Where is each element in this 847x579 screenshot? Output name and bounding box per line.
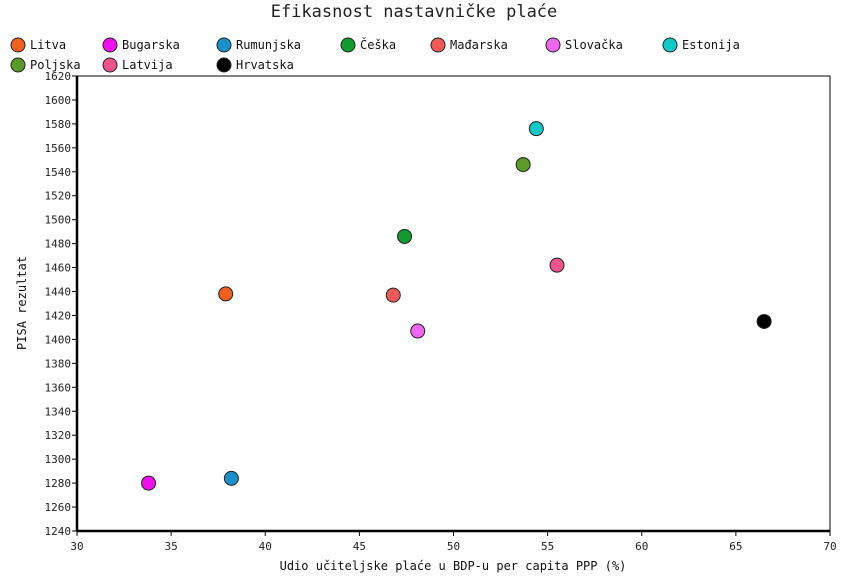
y-tick-label: 1240	[45, 525, 72, 538]
y-tick-label: 1620	[45, 70, 72, 83]
x-tick-label: 35	[165, 540, 178, 553]
y-tick-label: 1480	[45, 238, 72, 251]
x-axis: 30 35 40 45 50 55 60 65 70	[70, 529, 837, 553]
legend-marker	[102, 57, 118, 73]
y-tick-label: 1320	[45, 429, 72, 442]
y-axis-title: PISA rezultat	[15, 256, 29, 350]
y-tick-label: 1560	[45, 142, 72, 155]
legend-marker	[545, 37, 561, 53]
data-point	[756, 313, 772, 329]
y-tick-label: 1580	[45, 118, 72, 131]
data-points	[141, 121, 772, 491]
data-point	[141, 475, 157, 491]
x-tick-label: 70	[823, 540, 836, 553]
legend-marker	[102, 37, 118, 53]
data-point	[397, 228, 413, 244]
legend-item: Slovačka	[545, 37, 623, 53]
x-axis-title: Udio učiteljske plaće u BDP-u per capita…	[280, 559, 627, 573]
legend-marker	[662, 37, 678, 53]
y-tick-label: 1420	[45, 309, 72, 322]
legend-label: Poljska	[30, 58, 81, 72]
legend-label: Mađarska	[450, 38, 508, 52]
y-tick-label: 1260	[45, 501, 72, 514]
y-tick-label: 1280	[45, 477, 72, 490]
data-point	[515, 157, 531, 173]
x-tick-label: 30	[70, 540, 83, 553]
data-point	[218, 286, 234, 302]
y-tick-label: 1600	[45, 94, 72, 107]
y-tick-label: 1300	[45, 453, 72, 466]
legend-marker	[340, 37, 356, 53]
legend-item: Poljska	[10, 57, 81, 73]
legend-label: Latvija	[122, 58, 173, 72]
x-tick-label: 50	[447, 540, 460, 553]
x-tick-label: 40	[259, 540, 272, 553]
y-tick-label: 1520	[45, 190, 72, 203]
x-tick-label: 65	[729, 540, 742, 553]
y-tick-label: 1500	[45, 214, 72, 227]
legend-label: Slovačka	[565, 38, 623, 52]
legend: Litva Bugarska Rumunjska Češka Mađarska Slova…	[10, 37, 740, 73]
y-tick-label: 1440	[45, 286, 72, 299]
data-point	[385, 287, 401, 303]
y-tick-label: 1380	[45, 357, 72, 370]
chart-title: Efikasnost nastavničke plaće	[271, 2, 558, 22]
legend-marker	[216, 37, 232, 53]
legend-marker	[10, 37, 26, 53]
plot-area	[76, 75, 831, 532]
x-tick-label: 55	[541, 540, 554, 553]
legend-item: Rumunjska	[216, 37, 301, 53]
legend-label: Češka	[360, 37, 396, 52]
legend-label: Estonija	[682, 38, 740, 52]
legend-item: Mađarska	[430, 37, 508, 53]
y-tick-label: 1460	[45, 262, 72, 275]
x-tick-label: 45	[353, 540, 366, 553]
legend-item: Bugarska	[102, 37, 180, 53]
legend-item: Češka	[340, 37, 396, 53]
y-axis: 1240 1260 1280 1300 1320 1340 1360 1380 1400 1420…	[45, 70, 79, 538]
data-point	[410, 323, 426, 339]
data-point	[223, 470, 239, 486]
legend-item: Latvija	[102, 57, 173, 73]
legend-marker	[430, 37, 446, 53]
legend-item: Hrvatska	[216, 57, 294, 73]
y-tick-label: 1540	[45, 166, 72, 179]
legend-label: Rumunjska	[236, 38, 301, 52]
y-tick-label: 1340	[45, 405, 72, 418]
data-point	[528, 121, 544, 137]
legend-marker	[216, 57, 232, 73]
data-point	[549, 257, 565, 273]
y-tick-label: 1360	[45, 381, 72, 394]
legend-label: Litva	[30, 38, 66, 52]
x-tick-label: 60	[635, 540, 648, 553]
y-tick-label: 1400	[45, 333, 72, 346]
legend-item: Litva	[10, 37, 66, 53]
legend-item: Estonija	[662, 37, 740, 53]
legend-label: Bugarska	[122, 38, 180, 52]
legend-label: Hrvatska	[236, 58, 294, 72]
legend-marker	[10, 57, 26, 73]
